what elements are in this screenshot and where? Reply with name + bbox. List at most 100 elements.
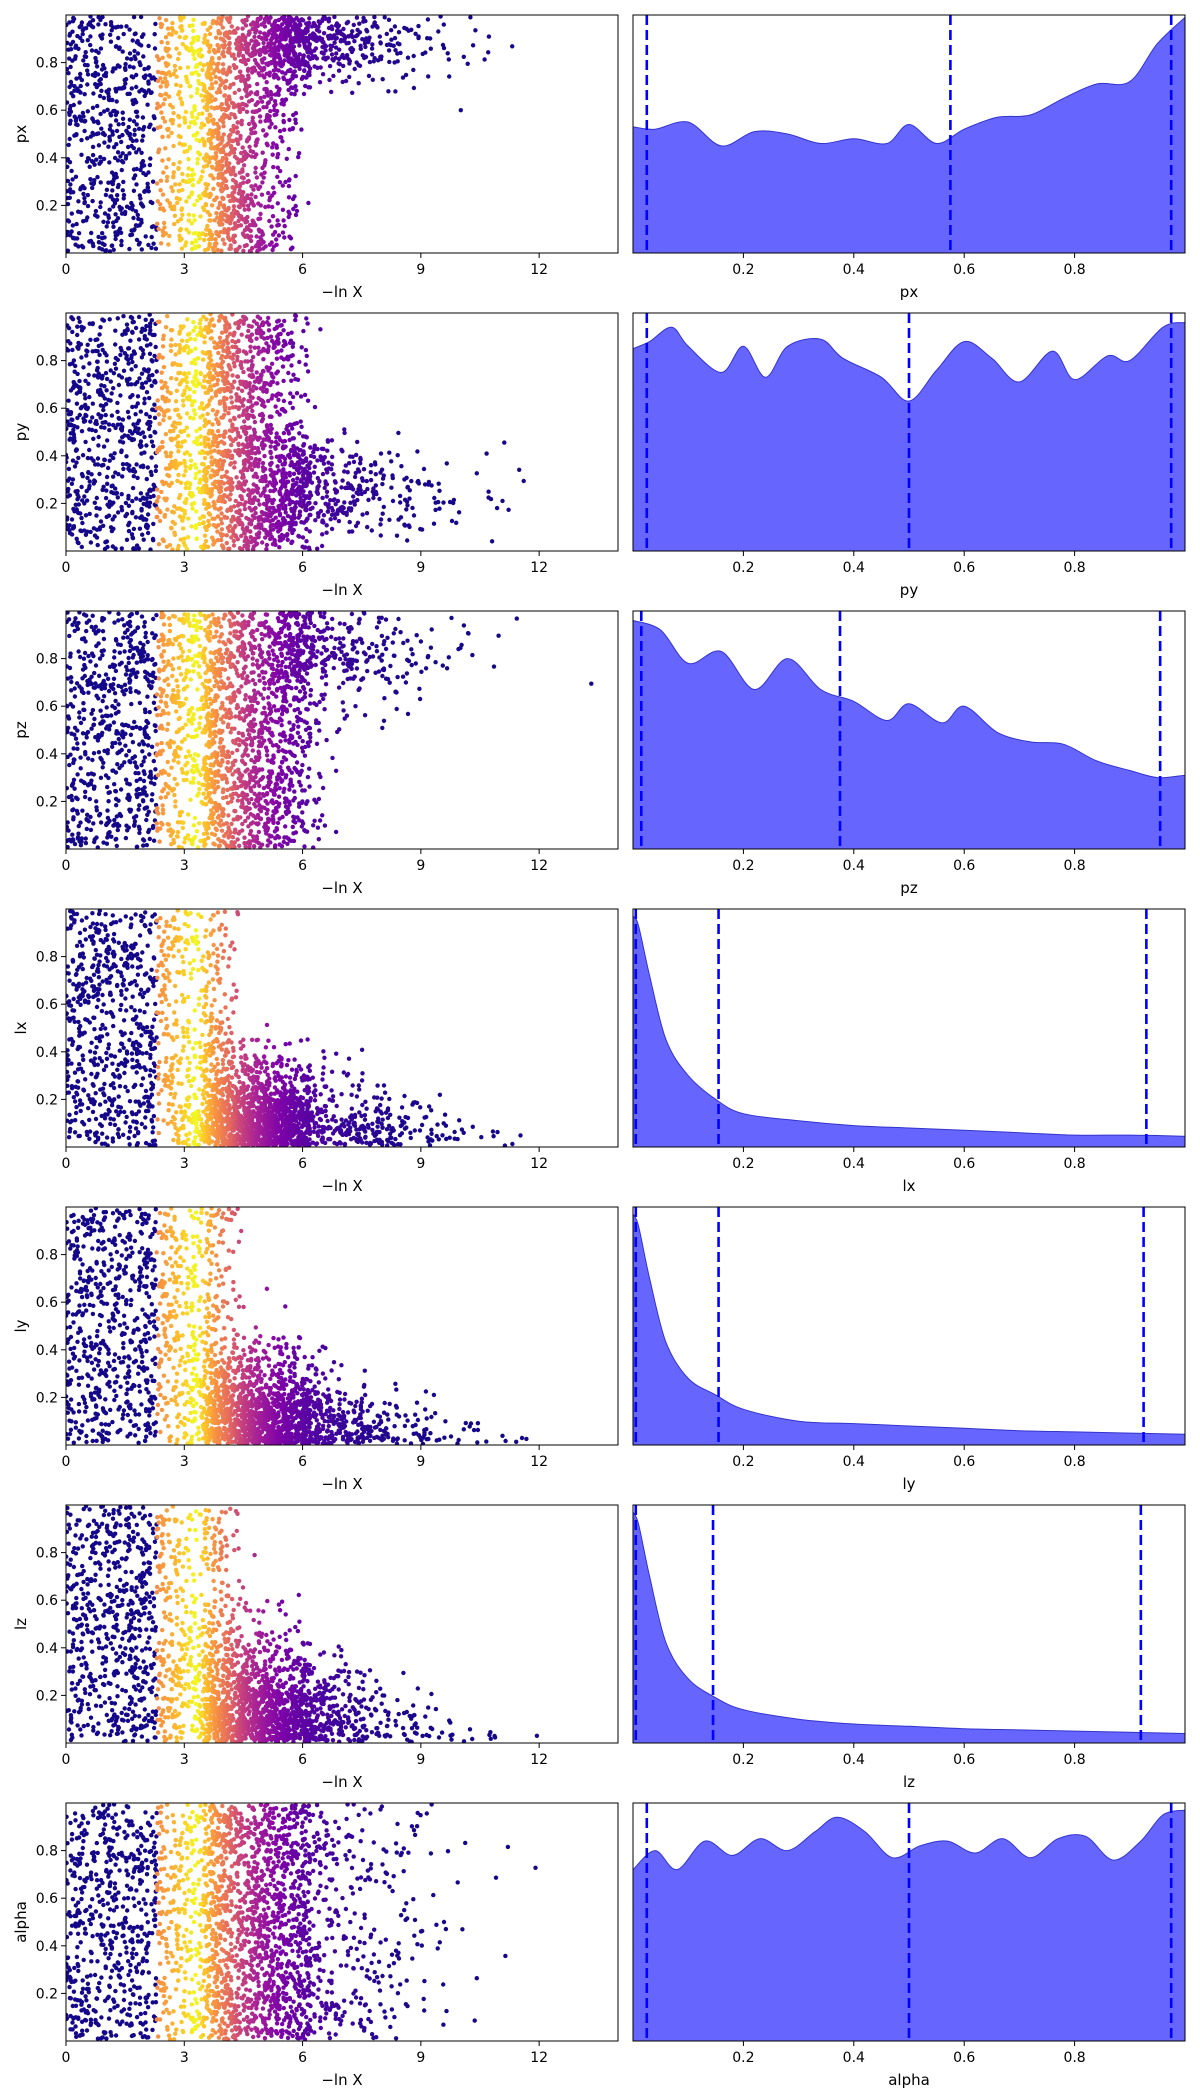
scatter-point — [152, 46, 158, 51]
scatter-point — [130, 203, 135, 208]
scatter-point — [373, 483, 378, 488]
scatter-point — [296, 64, 301, 69]
scatter-point — [354, 15, 360, 20]
scatter-point — [234, 392, 239, 397]
scatter-point — [339, 485, 344, 490]
scatter-point — [85, 405, 91, 410]
scatter-point — [264, 71, 269, 77]
scatter-point — [184, 338, 190, 344]
scatter-point — [265, 101, 271, 106]
scatter-point — [133, 404, 139, 409]
scatter-point — [294, 32, 299, 37]
scatter-point — [239, 122, 244, 127]
scatter-point — [302, 68, 307, 74]
scatter-point — [329, 52, 335, 57]
scatter-point — [205, 116, 210, 122]
scatter-point — [208, 313, 213, 317]
scatter-point — [200, 520, 206, 526]
scatter-point — [66, 229, 70, 235]
scatter-point — [102, 132, 108, 138]
scatter-point — [300, 544, 305, 549]
scatter-point — [138, 409, 143, 414]
scatter-point — [214, 417, 219, 422]
scatter-point — [165, 314, 170, 319]
scatter-point — [244, 437, 250, 442]
scatter-point — [168, 454, 173, 459]
scatter-point — [152, 415, 158, 420]
scatter-point — [268, 422, 273, 428]
scatter-point — [232, 221, 238, 226]
scatter-point — [185, 317, 190, 322]
scatter-point — [238, 469, 244, 474]
scatter-point — [157, 421, 162, 426]
scatter-point — [163, 17, 169, 23]
scatter-point — [277, 511, 283, 516]
scatter-point — [115, 193, 120, 198]
scatter-point — [200, 136, 205, 142]
scatter-point — [282, 318, 287, 324]
scatter-point — [315, 446, 320, 452]
scatter-point — [449, 518, 455, 524]
scatter-point — [215, 420, 221, 425]
scatter-point — [131, 546, 136, 551]
scatter-point — [178, 217, 184, 222]
scatter-point — [82, 62, 88, 68]
scatter-point — [133, 412, 138, 417]
scatter-point — [134, 122, 139, 127]
scatter-point — [251, 427, 257, 432]
scatter-point — [184, 425, 189, 430]
scatter-point — [254, 234, 259, 239]
scatter-point — [254, 474, 260, 480]
scatter-point — [351, 22, 356, 28]
scatter-point — [96, 131, 101, 136]
scatter-point — [360, 37, 365, 42]
scatter-point — [243, 535, 248, 540]
scatter-point — [124, 322, 130, 327]
scatter-point — [70, 29, 75, 34]
scatter-point — [164, 165, 169, 170]
scatter-point — [216, 498, 221, 503]
scatter-point — [231, 415, 237, 421]
scatter-point — [405, 55, 411, 60]
scatter-point — [392, 35, 398, 41]
scatter-point — [215, 43, 220, 48]
scatter-point — [135, 475, 140, 481]
scatter-point — [209, 459, 214, 465]
scatter-point — [253, 525, 258, 530]
scatter-point — [223, 183, 229, 189]
scatter-point — [204, 72, 209, 77]
scatter-point — [101, 444, 107, 449]
scatter-point — [282, 53, 287, 58]
scatter-point — [150, 179, 156, 184]
scatter-point — [169, 32, 174, 37]
scatter-point — [411, 513, 417, 518]
scatter-point — [122, 211, 128, 217]
scatter-point — [303, 362, 308, 367]
scatter-point — [189, 246, 195, 252]
scatter-point — [275, 155, 280, 160]
scatter-point — [324, 530, 329, 535]
scatter-point — [296, 151, 302, 156]
scatter-point — [312, 464, 317, 469]
scatter-point — [247, 521, 252, 526]
scatter-point — [220, 195, 225, 200]
scatter-point — [222, 514, 227, 519]
scatter-point — [172, 420, 177, 425]
x-axis-label: px — [900, 283, 919, 301]
scatter-point — [130, 485, 136, 491]
scatter-point — [246, 323, 252, 328]
scatter-point — [85, 72, 91, 77]
scatter-point — [178, 83, 183, 89]
scatter-point — [191, 172, 197, 177]
scatter-point — [195, 161, 200, 166]
scatter-point — [247, 505, 252, 510]
scatter-point — [177, 514, 183, 519]
scatter-point — [224, 533, 229, 538]
scatter-point — [118, 352, 123, 358]
scatter-point — [215, 428, 221, 434]
scatter-point — [249, 192, 254, 197]
scatter-point — [269, 338, 275, 344]
scatter-point — [97, 352, 102, 358]
scatter-point — [102, 66, 107, 71]
scatter-point — [251, 187, 256, 192]
